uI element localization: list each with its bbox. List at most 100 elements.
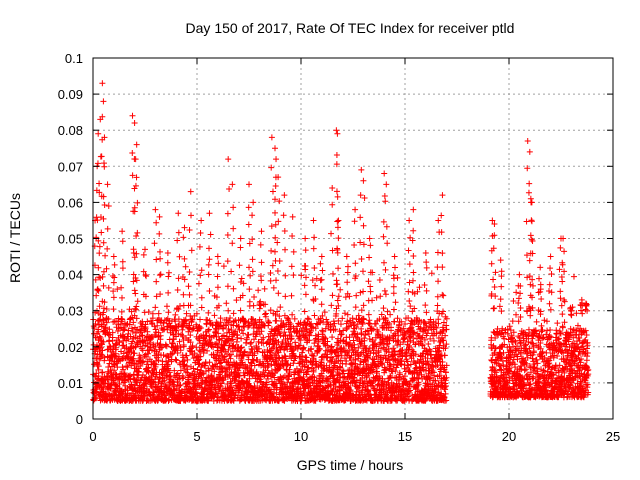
data-point <box>367 288 374 295</box>
data-point <box>261 285 268 292</box>
data-point <box>570 273 577 280</box>
data-point <box>248 339 255 346</box>
data-point <box>183 310 190 317</box>
data-point <box>554 320 561 327</box>
data-point <box>175 316 182 323</box>
data-points <box>90 80 592 404</box>
data-point <box>583 357 590 364</box>
data-point <box>191 350 198 357</box>
data-point <box>115 353 122 360</box>
data-point <box>149 370 156 377</box>
data-point <box>183 369 190 376</box>
data-point <box>215 342 222 349</box>
data-point <box>163 381 170 388</box>
data-point <box>174 350 181 357</box>
data-point <box>105 316 112 323</box>
data-point <box>132 290 139 297</box>
data-point <box>212 390 219 397</box>
data-point <box>112 350 119 357</box>
data-point <box>223 300 230 307</box>
data-point <box>216 323 223 330</box>
data-point <box>102 325 109 332</box>
data-point <box>109 329 116 336</box>
data-point <box>142 337 149 344</box>
data-point <box>111 367 118 374</box>
data-point <box>263 340 270 347</box>
data-point <box>132 334 139 341</box>
data-point <box>291 315 298 322</box>
data-point <box>406 298 413 305</box>
data-point <box>215 330 222 337</box>
data-point <box>172 318 179 325</box>
data-point <box>538 322 545 329</box>
data-point <box>205 367 212 374</box>
data-point <box>174 342 181 349</box>
data-point <box>197 324 204 331</box>
data-point <box>152 361 159 368</box>
data-point <box>187 302 194 309</box>
data-point <box>208 372 215 379</box>
data-point <box>139 358 146 365</box>
data-point <box>156 272 163 279</box>
data-point <box>145 388 152 395</box>
data-point <box>256 305 263 312</box>
data-point <box>121 326 128 333</box>
data-point <box>173 385 180 392</box>
data-point <box>561 298 568 305</box>
data-point <box>240 330 247 337</box>
data-point <box>179 375 186 382</box>
data-point <box>163 343 170 350</box>
data-point <box>159 344 166 351</box>
data-point <box>96 355 103 362</box>
data-point <box>95 363 102 370</box>
data-point <box>121 370 128 377</box>
data-point <box>313 320 320 327</box>
data-point <box>337 321 344 328</box>
data-point <box>312 282 319 289</box>
data-point <box>317 260 324 267</box>
data-point <box>366 317 373 324</box>
data-point <box>193 386 200 393</box>
data-point <box>100 338 107 345</box>
data-point <box>115 321 122 328</box>
data-point <box>373 294 380 301</box>
data-point <box>131 371 138 378</box>
data-point <box>200 370 207 377</box>
data-point <box>202 338 209 345</box>
data-point <box>155 379 162 386</box>
data-point <box>183 320 190 327</box>
data-point <box>113 371 120 378</box>
data-point <box>539 326 546 333</box>
data-point <box>149 315 156 322</box>
data-point <box>179 333 186 340</box>
data-point <box>376 276 383 283</box>
data-point <box>189 316 196 323</box>
data-point <box>100 317 107 324</box>
data-point <box>204 347 211 354</box>
data-point <box>513 289 520 296</box>
data-point <box>148 346 155 353</box>
data-point <box>197 353 204 360</box>
data-point <box>195 280 202 287</box>
data-point <box>217 383 224 390</box>
data-point <box>390 345 397 352</box>
data-point <box>527 381 534 388</box>
data-point <box>99 353 106 360</box>
data-point <box>155 357 162 364</box>
data-point <box>142 323 149 330</box>
data-point <box>119 390 126 397</box>
data-point <box>96 333 103 340</box>
data-point <box>337 286 344 293</box>
data-point <box>170 386 177 393</box>
data-point <box>205 326 212 333</box>
data-point <box>372 320 379 327</box>
data-point <box>184 356 191 363</box>
data-point <box>194 366 201 373</box>
data-point <box>126 373 133 380</box>
data-point <box>304 315 311 322</box>
data-point <box>169 340 176 347</box>
data-point <box>394 274 401 281</box>
data-point <box>129 338 136 345</box>
data-point <box>114 364 121 371</box>
